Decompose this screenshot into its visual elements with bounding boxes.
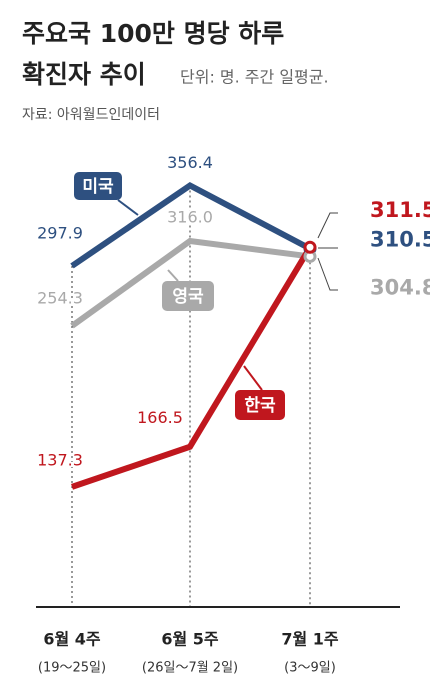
series-line: [70, 237, 311, 329]
source: 자료: 아워월드인데이터: [22, 107, 160, 123]
leader-line: [317, 212, 338, 239]
legend-connector: [117, 199, 139, 216]
series-line: [70, 181, 312, 269]
chart-title-line2: 확진자 추이: [22, 60, 146, 89]
legend-connector: [167, 269, 179, 282]
x-tick-sublabel: (26일～7월 2일): [142, 661, 238, 676]
value-label: 254.3: [37, 288, 83, 307]
subtitle: 단위: 명. 주간 일평균.: [180, 68, 329, 87]
legend-box: [235, 390, 285, 420]
value-label: 356.4: [167, 153, 213, 172]
legend-label: 한국: [244, 396, 276, 416]
chart-title: 주요국 100만 명당 하루: [22, 19, 284, 48]
x-tick-sublabel: (19～25일): [38, 661, 106, 676]
x-tick-sublabel: (3～9일): [284, 661, 336, 676]
value-label: 137.3: [37, 450, 83, 469]
end-value-label: 311.5: [370, 198, 430, 222]
legend-label: 미국: [82, 177, 114, 197]
legend-box: [74, 172, 122, 200]
end-value-label: 310.5: [370, 228, 430, 252]
legend-connector: [243, 365, 263, 391]
legend-label: 영국: [172, 287, 204, 307]
x-tick-label: 7월 1주: [281, 630, 339, 649]
legend-box: [162, 281, 214, 311]
end-value-label: 304.8: [370, 275, 430, 299]
value-label: 316.0: [167, 208, 213, 227]
x-tick-label: 6월 4주: [43, 630, 101, 649]
value-label: 166.5: [137, 408, 183, 427]
x-tick-label: 6월 5주: [161, 630, 219, 649]
leader-line: [317, 257, 338, 291]
value-label: 297.9: [37, 223, 83, 242]
end-point: [303, 240, 317, 254]
series-line: [71, 245, 313, 490]
